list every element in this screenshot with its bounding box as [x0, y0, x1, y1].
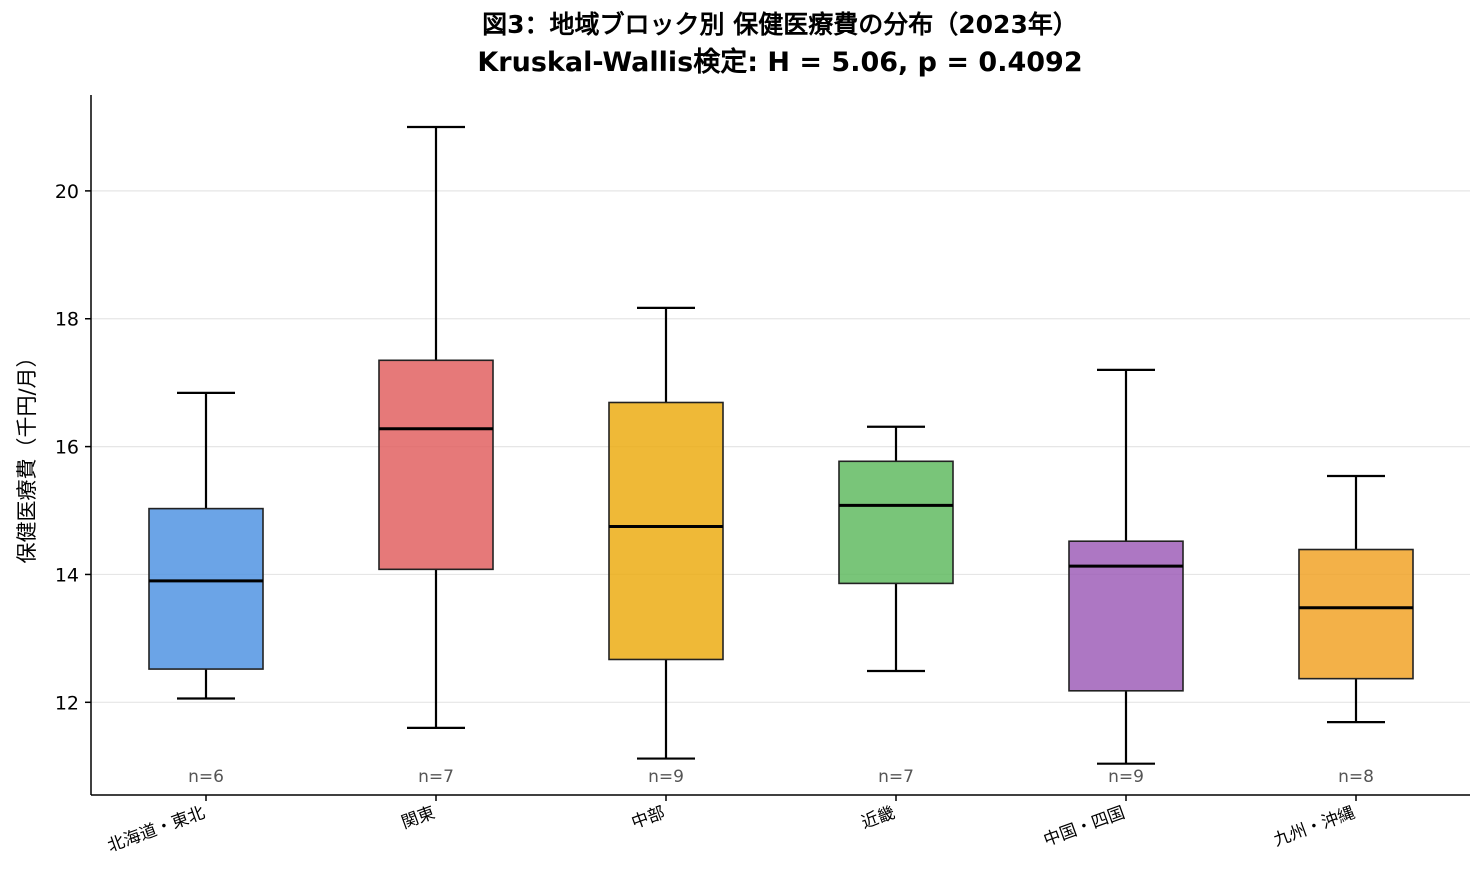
box-2: n=7	[378, 125, 494, 787]
sample-size-label: n=8	[1338, 767, 1374, 787]
y-axis-label: 保健医療費（千円/月）	[15, 346, 39, 563]
iqr-box	[838, 460, 954, 585]
x-tick-label: 近畿	[859, 803, 898, 833]
box-3: n=9	[608, 306, 724, 787]
y-tick-label: 14	[55, 564, 79, 586]
box-series: n=6 n=7 n=9 n=7 n=9 n=8	[148, 125, 1414, 787]
sample-size-label: n=7	[418, 767, 454, 787]
box-1: n=6	[148, 391, 264, 787]
y-tick-label: 20	[55, 181, 79, 203]
y-tick-label: 16	[55, 437, 79, 459]
y-tick-label: 12	[55, 692, 79, 714]
iqr-box	[1298, 548, 1414, 680]
box-4: n=7	[838, 425, 954, 787]
iqr-box	[1068, 540, 1184, 692]
y-tick-label: 18	[55, 309, 79, 331]
sample-size-label: n=7	[878, 767, 914, 787]
x-tick-label: 北海道・東北	[105, 803, 208, 857]
iqr-box	[608, 401, 724, 661]
x-axis-ticks: 北海道・東北 関東 中部 近畿 中国・四国 九州・沖縄	[105, 795, 1358, 857]
box-6: n=8	[1298, 474, 1414, 787]
chart-subtitle: Kruskal-Wallis検定: H = 5.06, p = 0.4092	[477, 46, 1082, 78]
iqr-box	[148, 507, 264, 670]
chart-title: 図3：地域ブロック別 保健医療費の分布（2023年）	[482, 10, 1078, 39]
x-tick-label: 九州・沖縄	[1271, 803, 1358, 851]
x-tick-label: 中部	[629, 803, 668, 833]
x-tick-label: 関東	[399, 803, 438, 833]
grid-lines	[91, 190, 1470, 703]
y-axis-ticks: 12 14 16 18 20	[55, 181, 91, 714]
sample-size-label: n=9	[1108, 767, 1144, 787]
x-tick-label: 中国・四国	[1041, 803, 1128, 851]
sample-size-label: n=9	[648, 767, 684, 787]
sample-size-label: n=6	[188, 767, 224, 787]
iqr-box	[378, 359, 494, 571]
box-5: n=9	[1068, 368, 1184, 787]
